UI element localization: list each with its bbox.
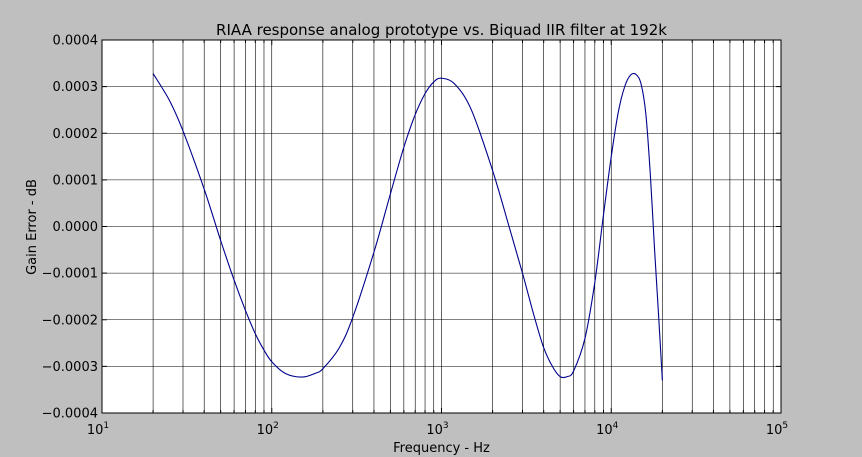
- x-tick-label: 102: [257, 421, 279, 438]
- x-tick-label: 103: [426, 421, 448, 438]
- chart-title: RIAA response analog prototype vs. Biqua…: [216, 21, 667, 39]
- y-tick-label: 0.0001: [53, 173, 99, 188]
- axis-ticks: [102, 39, 781, 414]
- y-axis-label: Gain Error - dB: [25, 179, 40, 275]
- y-tick-labels: 0.0004 0.0003 0.0002 0.0001 0.0000 −0.0001 −0.…: [42, 34, 98, 422]
- y-tick-label: −0.0004: [42, 407, 98, 422]
- y-tick-label: −0.0002: [42, 313, 98, 328]
- x-tick-label: 105: [766, 421, 788, 438]
- y-tick-label: 0.0004: [53, 34, 99, 49]
- x-tick-labels: 101 102 103 104 105: [87, 421, 788, 438]
- grid-lines: [102, 40, 781, 413]
- y-tick-label: 0.0000: [53, 220, 99, 235]
- y-tick-label: 0.0003: [53, 80, 99, 95]
- x-tick-label: 101: [87, 421, 109, 438]
- series-line: [152, 72, 663, 381]
- y-tick-label: −0.0001: [42, 267, 98, 282]
- x-axis-label: Frequency - Hz: [393, 441, 490, 456]
- y-tick-label: 0.0002: [53, 127, 99, 142]
- x-tick-label: 104: [596, 421, 619, 438]
- y-tick-label: −0.0003: [42, 360, 98, 375]
